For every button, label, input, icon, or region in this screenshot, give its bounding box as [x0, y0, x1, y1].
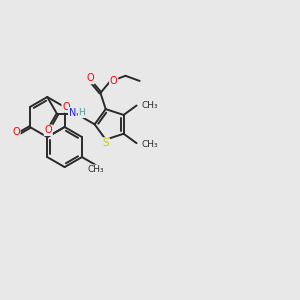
- Text: O: O: [86, 74, 94, 83]
- Text: H: H: [79, 108, 85, 117]
- Text: O: O: [12, 127, 20, 136]
- Text: CH₃: CH₃: [142, 140, 158, 149]
- Text: O: O: [44, 125, 52, 135]
- Text: O: O: [62, 102, 70, 112]
- Text: O: O: [110, 76, 118, 86]
- Text: S: S: [102, 138, 109, 148]
- Text: CH₃: CH₃: [88, 165, 104, 174]
- Text: N: N: [69, 108, 76, 118]
- Text: CH₃: CH₃: [142, 101, 158, 110]
